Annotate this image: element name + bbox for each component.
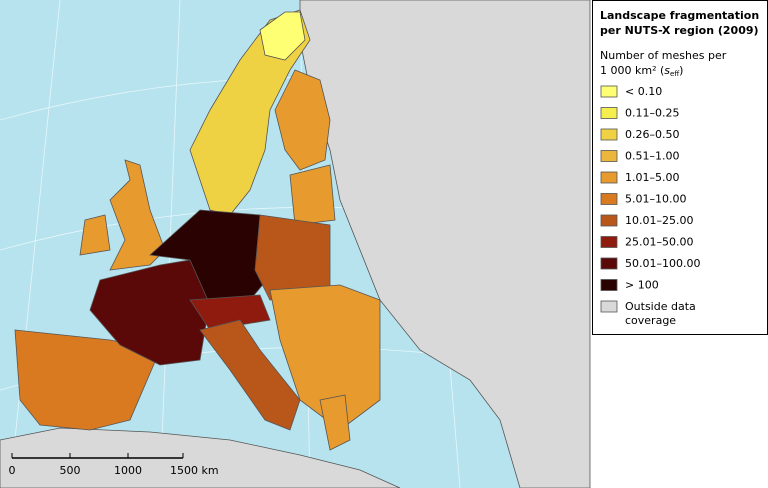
legend-subtitle: 1 000 km² (seff) [600, 64, 683, 78]
legend-label: > 100 [625, 279, 659, 292]
subtitle-subscript: eff [670, 70, 679, 78]
legend-label: 1.01–5.00 [625, 171, 679, 184]
scale-label: 0 [9, 464, 16, 477]
legend-label: 0.51–1.00 [625, 150, 679, 163]
legend-swatch [600, 279, 618, 291]
legend-label: 50.01–100.00 [625, 257, 700, 270]
scale-label: 500 [60, 464, 81, 477]
legend-swatch [600, 85, 618, 98]
legend-swatch [600, 150, 618, 162]
legend-label: 0.26–0.50 [625, 128, 679, 141]
legend-swatch [600, 257, 618, 270]
land [0, 0, 591, 488]
legend-swatch [600, 107, 618, 119]
legend-swatch [600, 236, 618, 248]
legend-subtitle: Number of meshes per [600, 49, 727, 62]
legend-label: 0.11–0.25 [625, 107, 679, 120]
subtitle-text: 1 000 km² ( [600, 64, 664, 77]
legend-swatch [600, 128, 618, 141]
scale-label: 1000 [114, 464, 142, 477]
subtitle-text: ) [679, 64, 683, 77]
legend-label: Outside data [625, 300, 696, 313]
legend-swatch [600, 171, 618, 184]
legend-label: 25.01–50.00 [625, 236, 693, 249]
legend-title: Landscape fragmentation [600, 9, 759, 22]
scale-label: 1500 km [170, 464, 219, 477]
subtitle-symbol: s [664, 64, 670, 77]
legend-box [592, 0, 768, 335]
scale-bar: 0 500 1000 1500 km [9, 453, 219, 477]
legend-label: coverage [625, 314, 676, 327]
legend-swatch [600, 214, 618, 227]
legend-label: 5.01–10.00 [625, 193, 686, 206]
legend-label: < 0.10 [625, 85, 662, 98]
map: 0 500 1000 1500 km [0, 0, 591, 488]
legend: Landscape fragmentation per NUTS-X regio… [592, 0, 768, 335]
legend-swatch [600, 193, 618, 205]
legend-title: per NUTS-X region (2009) [600, 24, 759, 37]
legend-label: 10.01–25.00 [625, 214, 693, 227]
legend-swatch [600, 300, 618, 313]
